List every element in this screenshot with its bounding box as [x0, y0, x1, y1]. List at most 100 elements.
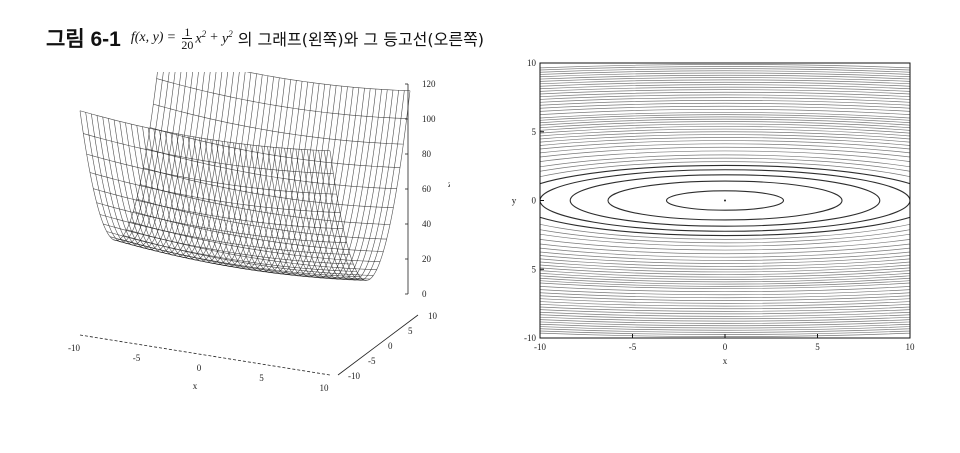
contour-line: [540, 86, 910, 315]
x-tick-label: 0: [723, 342, 728, 352]
mesh-line-y: [139, 184, 391, 225]
contour-line: [540, 118, 910, 283]
contour-line: [540, 128, 910, 273]
x-tick-label: -5: [133, 353, 141, 363]
contour-plot: -10 -5 0 5 10 x 10 5 0 5 -10 y: [512, 58, 916, 366]
contour-line: [540, 74, 910, 327]
y-tick-label: -5: [368, 356, 376, 366]
mesh-line-y: [96, 202, 347, 244]
formula-equals: =: [167, 30, 176, 45]
contour-line: [540, 169, 910, 232]
z-tick-label: 0: [422, 289, 427, 299]
z-axis-label: z: [448, 179, 450, 189]
mesh-line-y: [103, 223, 354, 265]
formula: f(x, y) = 1 20 x2 + y2: [131, 26, 233, 51]
mesh-line-x: [244, 84, 326, 275]
contour-line: [540, 89, 910, 312]
caption-text: 의 그래프(왼쪽)와 그 등고선(오른쪽): [237, 30, 485, 49]
contour-line: [540, 102, 910, 299]
x-tick-label: 0: [197, 363, 202, 373]
mesh-line-y: [79, 110, 331, 152]
mesh-line-y: [99, 214, 351, 255]
y-tick-label: 10: [527, 58, 537, 68]
mesh-line-y: [93, 188, 344, 230]
mesh-line-y: [119, 238, 371, 280]
y-tick-label: 5: [408, 326, 413, 336]
x-tick-label: -10: [68, 343, 80, 353]
z-tick-label: 60: [422, 184, 432, 194]
contour-line: [540, 123, 910, 278]
contour-line: [540, 72, 910, 329]
fraction-numerator: 1: [182, 24, 193, 39]
contour-line: [569, 174, 881, 227]
mesh-line-x: [216, 80, 297, 271]
contour-line: [540, 134, 910, 267]
contour-center: [724, 199, 726, 202]
x-tick-label: 5: [815, 342, 820, 352]
mesh-line-x: [199, 77, 280, 268]
mesh-line-y: [136, 198, 387, 240]
formula-fraction: 1 20: [181, 26, 193, 51]
mesh-line-x: [204, 78, 286, 269]
x-tick-label: 10: [320, 383, 330, 393]
contour-line: [540, 140, 910, 261]
mesh-line-y: [83, 133, 334, 174]
mesh-line-y: [116, 240, 367, 281]
contour-line: [540, 70, 910, 331]
formula-y-term: y2: [222, 28, 233, 47]
mesh-line-x: [221, 81, 303, 272]
x-tick-label: -5: [629, 342, 637, 352]
contour-line: [540, 97, 910, 304]
mesh-line-x: [238, 83, 320, 274]
mesh-line-x: [210, 79, 291, 270]
y-tick-label: 5: [532, 127, 537, 137]
contour-line: [540, 77, 910, 324]
mesh-line-y: [246, 72, 411, 92]
contour-line: [540, 131, 910, 270]
mesh-line-y: [89, 172, 341, 213]
mesh-line-y: [133, 211, 384, 252]
contour-line: [540, 79, 910, 322]
contour-line: [540, 114, 910, 287]
y-tick-label: -10: [524, 333, 536, 343]
z-tick-label: 80: [422, 149, 432, 159]
contour-line: [540, 105, 910, 296]
mesh-line-y: [146, 148, 397, 190]
contour-line: [607, 180, 843, 221]
contour-line: [540, 68, 910, 333]
y-axis: [337, 314, 419, 376]
x-tick-label: 10: [906, 342, 916, 352]
mesh-line-x: [79, 72, 158, 241]
mesh-line-y: [149, 127, 401, 168]
contour-line: [540, 137, 910, 264]
formula-x-term: x2: [195, 28, 207, 47]
contour-lines: [540, 64, 910, 337]
contour-line: [665, 190, 785, 211]
z-tick-label: 40: [422, 219, 432, 229]
surface-mesh: [79, 72, 411, 281]
contour-line: [540, 64, 910, 337]
contour-line: [540, 150, 910, 251]
y-tick-label: 0: [532, 196, 537, 206]
x-axis: [79, 334, 331, 376]
contour-line: [540, 91, 910, 310]
figure-label: 그림 6-1: [46, 28, 121, 51]
x-axis-label: x: [193, 381, 198, 391]
y-tick-label: 0: [388, 341, 393, 351]
y-axis-label: y: [512, 196, 517, 206]
contour-line: [540, 143, 910, 258]
contour-line: [540, 146, 910, 255]
x-tick-label: 5: [259, 373, 264, 383]
contour-line: [540, 94, 910, 307]
mesh-line-x: [233, 82, 314, 273]
formula-lhs: f(x, y): [130, 30, 164, 45]
mesh-line-y: [143, 167, 394, 209]
contour-line: [540, 100, 910, 301]
fraction-denominator: 20: [181, 37, 194, 52]
z-tick-label: 120: [422, 79, 436, 89]
contour-line: [540, 126, 910, 275]
y-tick-label: -10: [348, 371, 360, 381]
contour-line: [540, 164, 910, 237]
mesh-line-y: [156, 78, 407, 119]
mesh-line-y: [126, 229, 377, 270]
